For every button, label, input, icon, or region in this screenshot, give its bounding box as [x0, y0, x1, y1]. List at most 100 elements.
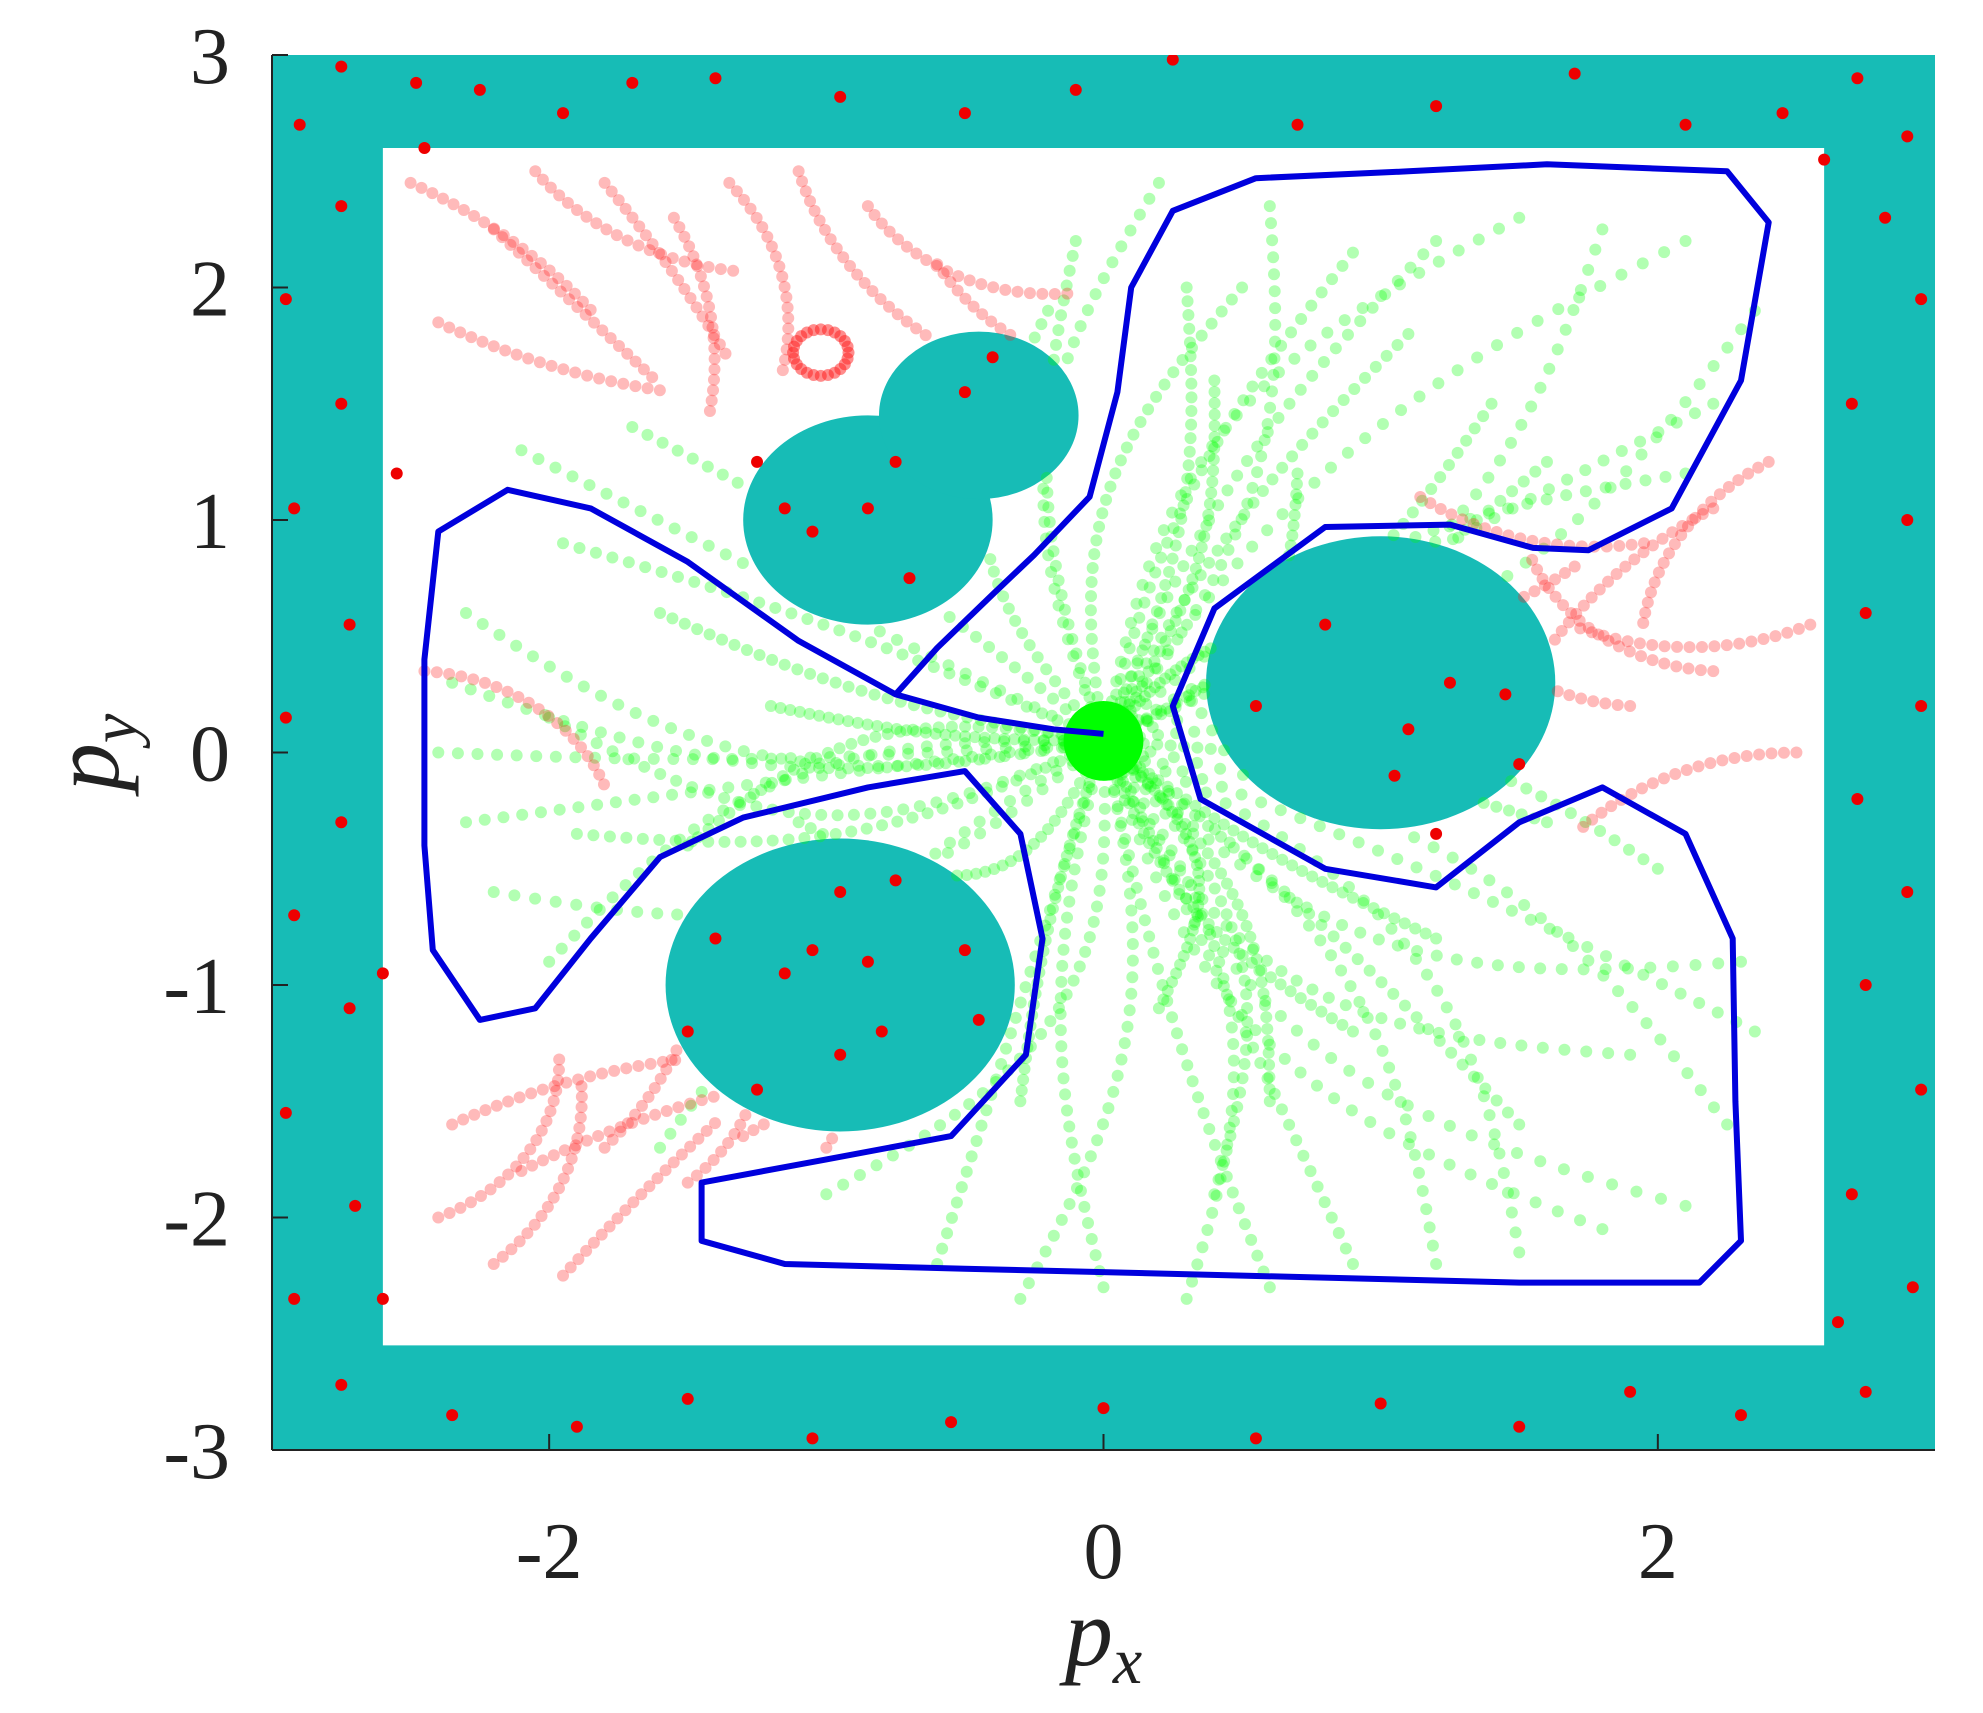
unsafe-trajectory-point: [596, 1067, 609, 1080]
unsafe-trajectory-point: [464, 1196, 477, 1209]
safe-trajectory-point: [1054, 1024, 1067, 1037]
safe-trajectory-24: [1097, 734, 1734, 1131]
safe-trajectory-point: [1494, 494, 1507, 507]
safe-trajectory-point: [823, 751, 836, 764]
unsafe-trajectory-point: [1652, 566, 1665, 579]
safe-trajectory-point: [959, 755, 972, 768]
unsafe-trajectory-point: [782, 312, 795, 325]
unsafe-trajectory-point: [739, 1109, 752, 1122]
safe-trajectory-point: [946, 792, 959, 805]
safe-trajectory-point: [1422, 1023, 1435, 1036]
safe-trajectory-point: [1208, 397, 1221, 410]
safe-trajectory-point: [1269, 318, 1282, 331]
unsafe-trajectory-point: [479, 1104, 492, 1117]
safe-trajectory-point: [654, 607, 667, 619]
unsafe-trajectory-point: [705, 394, 718, 407]
unsafe-trajectory-point: [727, 264, 740, 277]
safe-trajectory-point: [979, 752, 992, 765]
red-point: [972, 1013, 985, 1026]
safe-trajectory-point: [1442, 459, 1455, 472]
unsafe-trajectory-point: [430, 666, 443, 679]
safe-trajectory-point: [1143, 581, 1156, 594]
safe-trajectory-point: [526, 650, 539, 663]
unsafe-trajectory-point: [654, 1072, 667, 1085]
unsafe-trajectory-point: [697, 280, 710, 293]
safe-trajectory-point: [1409, 922, 1422, 935]
safe-trajectory-point: [1513, 1118, 1526, 1131]
unsafe-trajectory-point: [568, 1142, 581, 1155]
safe-trajectory-point: [1021, 794, 1034, 807]
safe-trajectory-point: [1223, 836, 1236, 849]
safe-trajectory-point: [1088, 548, 1101, 561]
red-point: [557, 107, 570, 120]
safe-trajectory-point: [950, 1196, 963, 1209]
safe-trajectory-point: [606, 891, 619, 904]
safe-trajectory-point: [1110, 688, 1123, 701]
safe-trajectory-point: [1057, 1072, 1070, 1085]
unsafe-trajectory-2: [529, 165, 740, 277]
unsafe-trajectory-point: [598, 1141, 611, 1154]
safe-trajectory-point: [1433, 1034, 1446, 1047]
safe-trajectory-point: [1171, 1027, 1184, 1040]
unsafe-trajectory-point: [713, 338, 726, 351]
safe-trajectory-point: [1278, 1052, 1291, 1065]
safe-trajectory-point: [816, 672, 829, 685]
safe-trajectory-point: [695, 1085, 708, 1098]
red-point: [288, 1292, 301, 1305]
safe-trajectory-point: [1249, 1024, 1262, 1037]
safe-trajectory-point: [1290, 896, 1303, 909]
safe-trajectory-point: [1060, 849, 1073, 862]
safe-trajectory-point: [1155, 592, 1168, 605]
safe-trajectory-point: [1048, 888, 1061, 901]
safe-trajectory-point: [1389, 1078, 1402, 1091]
unsafe-trajectory-point: [629, 380, 642, 393]
safe-trajectory-point: [1219, 933, 1232, 946]
x-axis-label: px: [1059, 1579, 1142, 1698]
safe-trajectory-point: [1078, 1200, 1091, 1213]
safe-trajectory-point: [1110, 675, 1123, 688]
safe-trajectory-point: [1084, 604, 1097, 617]
safe-trajectory-point: [1009, 614, 1022, 627]
safe-trajectory-point: [487, 886, 500, 898]
safe-trajectory-point: [796, 767, 809, 780]
safe-trajectory-point: [1187, 901, 1200, 914]
safe-trajectory-point: [861, 762, 874, 775]
safe-trajectory-point: [1294, 383, 1307, 396]
safe-trajectory-point: [1385, 922, 1398, 935]
safe-trajectory-point: [1158, 890, 1171, 903]
safe-trajectory-point: [1254, 1057, 1267, 1070]
safe-trajectory-point: [1501, 570, 1514, 583]
unsafe-trajectory-point: [719, 347, 732, 360]
safe-trajectory-point: [731, 476, 744, 489]
safe-trajectory-point: [1308, 476, 1321, 489]
safe-trajectory-point: [1274, 1010, 1287, 1023]
safe-trajectory-point: [1520, 782, 1533, 795]
safe-trajectory-point: [1240, 988, 1253, 1001]
safe-trajectory-point: [1515, 418, 1528, 431]
unsafe-trajectory-point: [535, 1124, 548, 1137]
safe-trajectory-point: [1536, 1041, 1549, 1054]
safe-trajectory-point: [1159, 635, 1172, 648]
unsafe-trajectory-point: [552, 272, 565, 285]
unsafe-trajectory-point: [976, 308, 989, 321]
safe-trajectory-point: [1041, 486, 1054, 499]
safe-trajectory-point: [557, 715, 570, 728]
safe-trajectory-point: [1286, 859, 1299, 872]
unsafe-trajectory-point: [1528, 585, 1541, 598]
safe-trajectory-point: [1097, 272, 1110, 285]
safe-trajectory-point: [1185, 404, 1198, 417]
safe-trajectory-point: [1426, 1239, 1439, 1252]
safe-trajectory-point: [1153, 606, 1166, 619]
safe-trajectory-point: [1166, 874, 1179, 887]
red-point: [570, 1420, 583, 1433]
safe-trajectory-point: [628, 793, 641, 806]
safe-trajectory-point: [1215, 559, 1228, 572]
safe-trajectory-point: [558, 720, 571, 733]
safe-trajectory-point: [1170, 787, 1183, 800]
unsafe-trajectory-point: [704, 311, 717, 324]
safe-trajectory-point: [1226, 1186, 1239, 1199]
unsafe-trajectory-24: [1637, 455, 1775, 630]
unsafe-trajectory-point: [646, 238, 659, 251]
unsafe-trajectory-point: [512, 691, 525, 704]
safe-trajectory-point: [1388, 912, 1401, 925]
